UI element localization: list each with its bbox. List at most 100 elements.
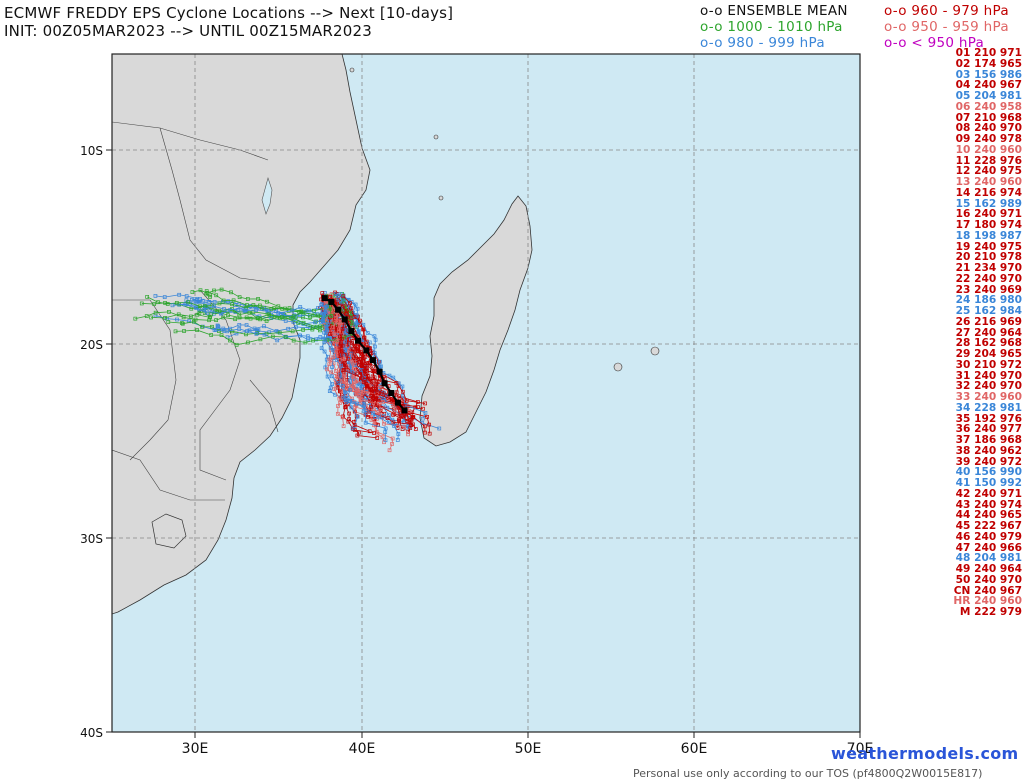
member-track-point	[170, 303, 175, 308]
member-track-point	[274, 308, 279, 313]
member-track-point	[310, 327, 315, 332]
member-track-point	[397, 419, 402, 423]
member-track-point	[363, 364, 367, 368]
member-track-point	[408, 417, 412, 422]
member-entry: 47 240 966	[955, 541, 1022, 554]
member-entry: 39 240 972	[955, 455, 1022, 468]
member-track-point	[283, 306, 287, 311]
member-entry: 48 204 981	[955, 552, 1022, 565]
lake-outline	[261, 176, 273, 215]
member-track-point	[347, 411, 352, 416]
member-track-point	[356, 330, 361, 334]
member-track-point	[348, 301, 352, 306]
member-track-point	[256, 297, 260, 301]
member-track-point	[364, 366, 368, 370]
member-track-point	[349, 405, 354, 410]
member-entry: 36 240 977	[955, 423, 1022, 436]
member-track-point	[338, 344, 343, 349]
member-track-point	[234, 342, 239, 347]
ensemble-mean-track	[321, 295, 408, 414]
member-track-point	[254, 332, 259, 336]
member-track-point	[339, 352, 344, 357]
member-track-point	[369, 418, 374, 422]
member-track-point	[379, 390, 384, 395]
member-track-point	[359, 350, 363, 354]
member-track-point	[341, 303, 346, 308]
member-track-point	[320, 291, 325, 295]
member-track-point	[333, 320, 338, 325]
member-track-point	[363, 354, 368, 359]
member-track-point	[163, 316, 167, 320]
member-track-point	[413, 427, 418, 431]
member-track-point	[359, 363, 364, 368]
member-track-point	[353, 405, 357, 409]
member-entry: 32 240 970	[955, 380, 1022, 393]
mean-track-point	[355, 337, 362, 344]
member-track-point	[411, 422, 415, 427]
member-track-point	[342, 373, 347, 378]
member-entry: 16 240 971	[955, 208, 1022, 221]
legend-950-959: o-o 950 - 959 hPa	[884, 19, 1009, 35]
member-track-point	[383, 438, 388, 443]
member-track-point	[205, 311, 210, 316]
member-track-point	[362, 403, 367, 408]
member-track-point	[355, 390, 360, 395]
member-track-point	[400, 389, 405, 394]
lon-tick-30e: 30E	[182, 741, 209, 757]
member-track-point	[336, 294, 340, 298]
member-track-point	[325, 374, 330, 379]
member-track-point	[378, 359, 382, 364]
member-track-point	[314, 324, 319, 329]
member-track-point	[372, 398, 377, 403]
member-track-point	[139, 301, 144, 306]
member-track-point	[246, 340, 250, 345]
member-track-point	[361, 380, 366, 384]
member-track-point	[335, 380, 340, 385]
member-track-point	[319, 303, 324, 307]
member-track-point	[262, 324, 266, 329]
member-track-point	[301, 310, 306, 315]
member-track-point	[385, 416, 390, 420]
member-track-point	[334, 358, 339, 362]
member-track-point	[341, 368, 346, 372]
member-track-point	[339, 364, 344, 369]
member-entry: 44 240 965	[955, 509, 1022, 522]
member-track-point	[323, 338, 328, 343]
member-track-point	[344, 400, 349, 404]
member-track-point	[369, 380, 374, 385]
member-track-point	[402, 424, 407, 429]
member-entry: 14 216 974	[955, 186, 1022, 199]
member-track-point	[345, 356, 350, 361]
mean-track-point	[341, 316, 348, 323]
legend-below-950: o-o < 950 hPa	[884, 35, 985, 51]
member-track-point	[343, 347, 348, 352]
member-track-point	[322, 349, 327, 354]
member-entry: 04 240 967	[955, 79, 1022, 92]
member-track-point	[396, 381, 401, 386]
member-track-point	[330, 365, 334, 369]
reunion-island	[613, 362, 623, 372]
member-entry: 46 240 979	[955, 530, 1022, 543]
member-entry: 35 192 976	[955, 412, 1022, 425]
member-entry: 23 240 969	[955, 283, 1022, 296]
member-track-point	[396, 432, 401, 436]
member-track-point	[255, 331, 260, 336]
member-track-point	[189, 297, 194, 302]
legend-960-979: o-o 960 - 979 hPa	[884, 3, 1009, 19]
member-track-point	[340, 357, 345, 362]
member-track-point	[327, 362, 332, 367]
ensemble-member-list: 01 210 971 02 174 965 03 156 986 04 240 967…	[938, 48, 1022, 618]
member-track-point	[373, 391, 378, 395]
member-track-point	[351, 383, 356, 388]
member-entry: 01 210 971	[955, 47, 1022, 59]
member-track-point	[265, 309, 270, 313]
member-track-point	[427, 431, 432, 436]
member-track-point	[397, 394, 401, 399]
member-track-point	[344, 405, 348, 409]
member-track-point	[376, 380, 381, 384]
mean-track-point	[363, 347, 370, 354]
member-track-point	[312, 308, 316, 313]
member-track-point	[365, 331, 370, 335]
member-track-point	[353, 302, 358, 307]
member-entry: 41 150 992	[955, 477, 1022, 489]
